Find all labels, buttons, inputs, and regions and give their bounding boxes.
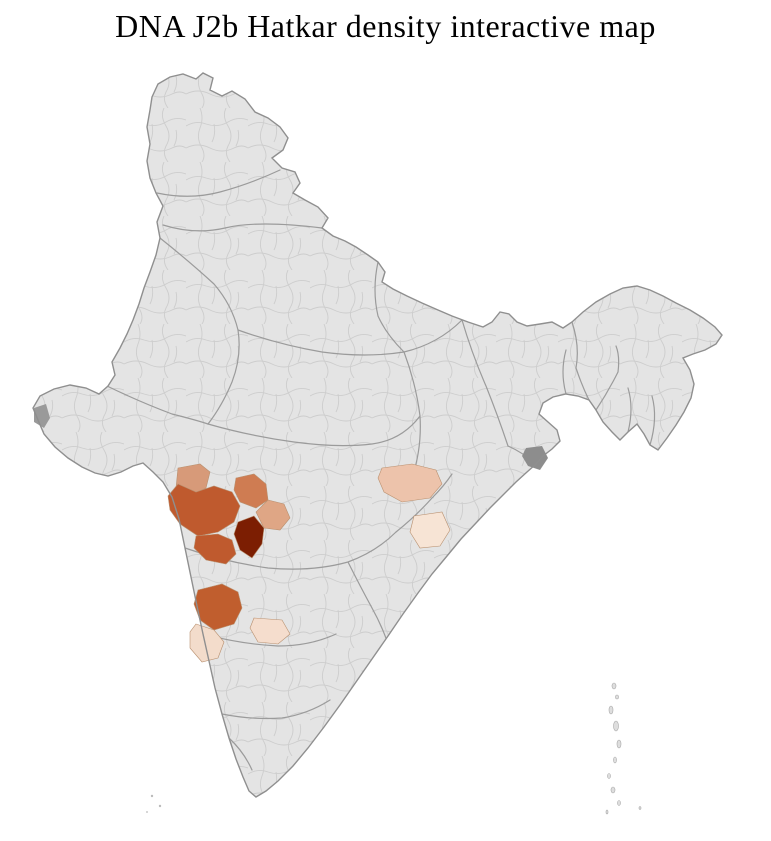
andaman-nicobar-islands (605, 682, 642, 815)
district-density-very-low[interactable] (249, 617, 291, 645)
dark-district[interactable] (34, 404, 50, 428)
state-border-line (207, 415, 421, 447)
state-border-line (395, 473, 453, 533)
island[interactable] (146, 811, 148, 813)
state-borders (106, 169, 656, 771)
island[interactable] (638, 806, 642, 810)
state-border-line (649, 395, 656, 446)
india-landmass[interactable] (33, 73, 722, 797)
island[interactable] (608, 705, 614, 715)
state-border-line (461, 319, 509, 447)
state-border-line (595, 345, 620, 411)
district-density-very-low[interactable] (409, 511, 451, 549)
dark-district[interactable] (522, 446, 548, 470)
state-border-line (571, 321, 590, 401)
island[interactable] (158, 804, 162, 808)
state-border-line (374, 261, 405, 353)
island[interactable] (613, 756, 617, 764)
district-density-high[interactable] (167, 483, 241, 537)
district-density-highest[interactable] (233, 515, 265, 559)
density-districts (167, 463, 451, 663)
island[interactable] (611, 682, 617, 690)
state-border-line (237, 319, 463, 356)
state-border-line (562, 349, 567, 395)
page-title: DNA J2b Hatkar density interactive map (115, 8, 656, 44)
state-border-line (162, 223, 323, 232)
district-density-low[interactable] (377, 463, 443, 503)
state-border-line (156, 169, 281, 197)
island[interactable] (607, 773, 611, 779)
district-density-medium[interactable] (233, 473, 269, 509)
district-density-low[interactable] (255, 499, 291, 531)
district-density-high[interactable] (193, 583, 243, 631)
state-border-line (106, 385, 209, 425)
state-border-line (347, 561, 389, 645)
state-border-line (221, 699, 331, 720)
island[interactable] (613, 720, 619, 732)
island[interactable] (617, 800, 621, 806)
district-density-very-low[interactable] (189, 623, 225, 663)
lakshadweep-islands (146, 794, 162, 813)
state-border-line (202, 633, 337, 647)
island[interactable] (150, 794, 154, 798)
state-border-line (627, 387, 632, 433)
state-border-line (228, 737, 253, 771)
gray-patches (34, 404, 548, 470)
district-density-high[interactable] (193, 533, 237, 565)
island[interactable] (616, 739, 622, 749)
island[interactable] (610, 786, 616, 794)
island[interactable] (605, 809, 609, 815)
island[interactable] (615, 694, 619, 700)
